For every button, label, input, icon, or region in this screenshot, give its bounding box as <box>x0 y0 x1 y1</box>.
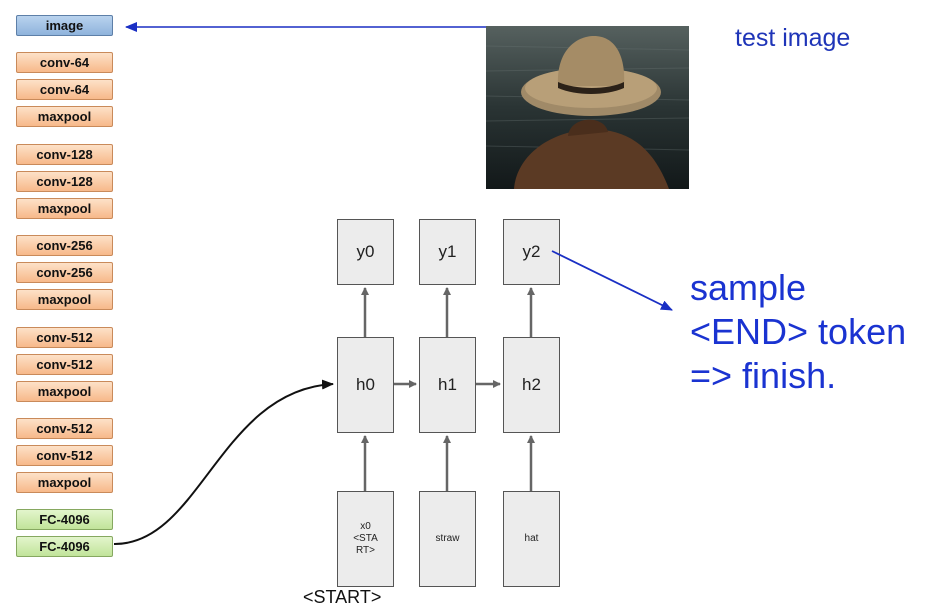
output-node-y2: y2 <box>503 219 560 285</box>
test-image-caption: test image <box>735 24 851 52</box>
input-node-x0: x0 <STA RT> <box>337 491 394 587</box>
layer-fc-4096: FC-4096 <box>16 509 113 530</box>
hidden-node-h0: h0 <box>337 337 394 433</box>
layer-conv-256: conv-256 <box>16 235 113 256</box>
layer-conv-128: conv-128 <box>16 171 113 192</box>
layer-conv-512: conv-512 <box>16 327 113 348</box>
output-node-y1: y1 <box>419 219 476 285</box>
layer-maxpool: maxpool <box>16 381 113 402</box>
layer-conv-512: conv-512 <box>16 418 113 439</box>
layer-conv-128: conv-128 <box>16 144 113 165</box>
layer-image: image <box>16 15 113 36</box>
caption-line: sample <box>690 267 807 308</box>
hidden-node-h2: h2 <box>503 337 560 433</box>
layer-conv-64: conv-64 <box>16 52 113 73</box>
test-image-photo <box>486 26 689 189</box>
output-node-y0: y0 <box>337 219 394 285</box>
sample-end-token-caption: sample <END> token => finish. <box>690 266 906 398</box>
layer-maxpool: maxpool <box>16 106 113 127</box>
start-label: <START> <box>303 587 382 607</box>
caption-line: => finish. <box>690 355 837 396</box>
layer-maxpool: maxpool <box>16 472 113 493</box>
caption-line: <END> token <box>690 311 907 352</box>
end-token-arrow <box>551 250 673 311</box>
layer-conv-512: conv-512 <box>16 445 113 466</box>
layer-fc-4096: FC-4096 <box>16 536 113 557</box>
hidden-node-h1: h1 <box>419 337 476 433</box>
layer-conv-512: conv-512 <box>16 354 113 375</box>
layer-conv-256: conv-256 <box>16 262 113 283</box>
input-node-hat: hat <box>503 491 560 587</box>
layer-maxpool: maxpool <box>16 289 113 310</box>
layer-maxpool: maxpool <box>16 198 113 219</box>
layer-conv-64: conv-64 <box>16 79 113 100</box>
fc-to-h0-arrow <box>113 379 334 546</box>
input-node-straw: straw <box>419 491 476 587</box>
